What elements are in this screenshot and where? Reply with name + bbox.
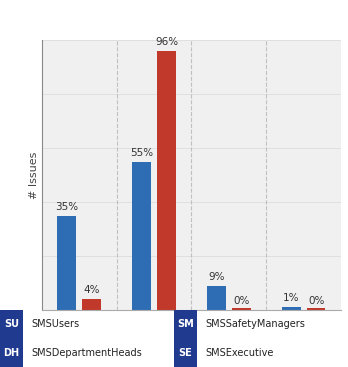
- Text: SE: SE: [179, 348, 192, 358]
- Bar: [132, 161, 151, 310]
- Bar: [207, 286, 226, 310]
- Bar: [282, 308, 301, 310]
- Bar: [82, 299, 101, 310]
- Text: 0%: 0%: [308, 296, 324, 306]
- Text: 35%: 35%: [55, 201, 78, 211]
- Text: SU: SU: [4, 319, 19, 329]
- Bar: [174, 310, 197, 338]
- Bar: [57, 215, 76, 310]
- Text: SMSUsers: SMSUsers: [31, 319, 79, 329]
- Text: 9%: 9%: [208, 272, 224, 282]
- Text: 96%: 96%: [155, 37, 178, 47]
- Text: ×: ×: [326, 13, 338, 27]
- Bar: [157, 51, 176, 310]
- Bar: [232, 308, 251, 310]
- Text: SM: SM: [177, 319, 194, 329]
- Text: SMSDepartmentHeads: SMSDepartmentHeads: [31, 348, 142, 358]
- Text: 0%: 0%: [233, 296, 250, 306]
- Text: SMSExecutive: SMSExecutive: [205, 348, 274, 358]
- Text: DH: DH: [3, 348, 19, 358]
- Bar: [307, 308, 325, 310]
- Bar: [174, 338, 197, 367]
- Text: 4%: 4%: [84, 285, 100, 295]
- Text: 55%: 55%: [130, 148, 153, 157]
- Text: 1%: 1%: [283, 293, 299, 304]
- Text: SMSSafetyManagers: SMSSafetyManagers: [205, 319, 305, 329]
- Y-axis label: # Issues: # Issues: [29, 151, 39, 199]
- Bar: [0, 310, 23, 338]
- Bar: [0, 338, 23, 367]
- Text: Issue Report Spread: Issue Report Spread: [10, 12, 185, 28]
